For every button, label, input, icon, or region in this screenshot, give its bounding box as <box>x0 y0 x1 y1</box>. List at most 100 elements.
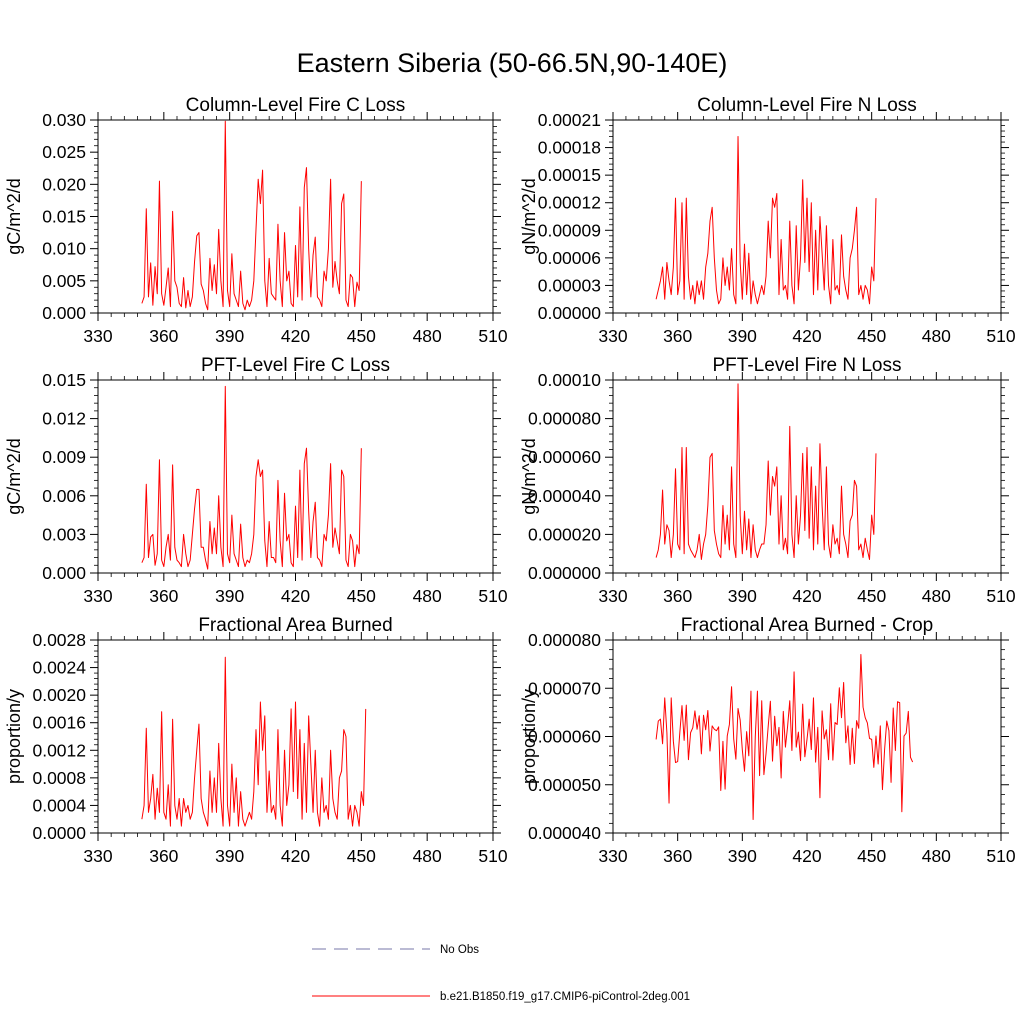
panel-column-level-fire-c-loss-ytick-label-4: 0.020 <box>42 174 86 194</box>
panel-fractional-area-burned-crop-ytick-label-1: 0.000050 <box>528 775 601 795</box>
panel-fractional-area-burned-title: Fractional Area Burned <box>198 615 392 636</box>
panel-pft-level-fire-n-loss-title: PFT-Level Fire N Loss <box>713 355 902 376</box>
panel-pft-level-fire-n-loss-ytick-label-1: 0.000020 <box>528 524 601 544</box>
panel-fractional-area-burned: Fractional Area Burned proportion/y 330 360… <box>4 615 508 866</box>
panel-pft-level-fire-n-loss-ytick-label-0: 0.000000 <box>528 563 601 583</box>
panel-pft-level-fire-n-loss-xtick-label-510: 510 <box>986 586 1015 606</box>
panel-column-level-fire-n-loss-ytick-label-6: 0.00018 <box>538 138 601 158</box>
panel-pft-level-fire-c-loss-xtick-label-510: 510 <box>478 586 507 606</box>
panel-pft-level-fire-c-loss-xtick-label-450: 450 <box>347 586 376 606</box>
panel-fractional-area-burned-crop-xtick-label-420: 420 <box>792 846 821 866</box>
panel-pft-level-fire-n-loss-ytick-label-2: 0.000040 <box>528 486 601 506</box>
panel-column-level-fire-n-loss-ytick-label-7: 0.00021 <box>538 110 601 130</box>
panel-fractional-area-burned-crop-xtick-label-330: 330 <box>598 846 627 866</box>
panel-column-level-fire-n-loss-xtick-label-330: 330 <box>598 326 627 346</box>
panel-column-level-fire-n-loss-xtick-label-420: 420 <box>792 326 821 346</box>
panel-pft-level-fire-n-loss-xtick-label-360: 360 <box>663 586 692 606</box>
panel-fractional-area-burned-crop-ytick-label-0: 0.000040 <box>528 823 601 843</box>
panel-pft-level-fire-n-loss-xtick-label-420: 420 <box>792 586 821 606</box>
panel-column-level-fire-c-loss-xtick-label-480: 480 <box>413 326 442 346</box>
panel-pft-level-fire-n-loss-ytick-label-3: 0.000060 <box>528 447 601 467</box>
panel-column-level-fire-n-loss-ytick-label-4: 0.00012 <box>538 193 601 213</box>
legend-no-obs-label: No Obs <box>440 944 479 956</box>
panel-pft-level-fire-c-loss-xtick-label-390: 390 <box>215 586 244 606</box>
panel-fractional-area-burned-crop-ytick-label-2: 0.000060 <box>528 727 601 747</box>
panel-fractional-area-burned-ylabel: proportion/y <box>4 689 24 784</box>
panel-column-level-fire-c-loss-ytick-label-1: 0.005 <box>42 271 86 291</box>
panel-fractional-area-burned-xtick-label-480: 480 <box>413 846 442 866</box>
panel-pft-level-fire-c-loss-ytick-label-5: 0.015 <box>42 370 86 390</box>
panel-fractional-area-burned-crop-ytick-label-4: 0.000080 <box>528 630 601 650</box>
panel-column-level-fire-c-loss: Column-Level Fire C Loss gC/m^2/d 330 360 39… <box>4 95 508 346</box>
panel-column-level-fire-c-loss-xtick-label-330: 330 <box>83 326 112 346</box>
panel-pft-level-fire-c-loss-xtick-label-480: 480 <box>413 586 442 606</box>
panel-fractional-area-burned-crop-xtick-label-480: 480 <box>922 846 951 866</box>
panel-column-level-fire-n-loss-xtick-label-390: 390 <box>728 326 757 346</box>
panel-column-level-fire-n-loss-title: Column-Level Fire N Loss <box>697 95 917 116</box>
panel-fractional-area-burned-crop-xtick-label-450: 450 <box>857 846 886 866</box>
panel-pft-level-fire-c-loss: PFT-Level Fire C Loss gC/m^2/d 330 360 390 42… <box>4 355 508 606</box>
panel-fractional-area-burned-crop-ylabel: proportion/y <box>519 689 539 784</box>
panel-pft-level-fire-n-loss: PFT-Level Fire N Loss gN/m^2/d 330 360 390 42… <box>519 355 1016 606</box>
panel-fractional-area-burned-series-line <box>141 656 367 827</box>
panel-fractional-area-burned-ytick-label-6: 0.0024 <box>32 658 86 678</box>
panel-pft-level-fire-c-loss-xtick-label-360: 360 <box>149 586 178 606</box>
panel-fractional-area-burned-ytick-label-0: 0.0000 <box>32 823 86 843</box>
panel-column-level-fire-n-loss-ytick-label-2: 0.00006 <box>538 248 601 268</box>
panel-column-level-fire-c-loss-series-line <box>141 120 362 311</box>
panel-pft-level-fire-c-loss-ytick-label-3: 0.009 <box>42 447 86 467</box>
panel-pft-level-fire-n-loss-xtick-label-480: 480 <box>922 586 951 606</box>
panel-column-level-fire-c-loss-xtick-label-420: 420 <box>281 326 310 346</box>
panel-fractional-area-burned-ytick-label-2: 0.0008 <box>32 768 86 788</box>
panel-pft-level-fire-n-loss-series-line <box>655 383 877 560</box>
panel-column-level-fire-n-loss-ylabel: gN/m^2/d <box>519 178 539 254</box>
figure-title: Eastern Siberia (50-66.5N,90-140E) <box>297 48 728 78</box>
panel-column-level-fire-c-loss-ytick-label-3: 0.015 <box>42 207 86 227</box>
panel-fractional-area-burned-crop-xtick-label-360: 360 <box>663 846 692 866</box>
panel-pft-level-fire-n-loss-ytick-label-4: 0.000080 <box>528 409 601 429</box>
panel-column-level-fire-n-loss-xtick-label-480: 480 <box>922 326 951 346</box>
panel-pft-level-fire-n-loss-ytick-label-5: 0.00010 <box>538 370 602 390</box>
panel-fractional-area-burned-ytick-label-4: 0.0016 <box>32 713 86 733</box>
panel-column-level-fire-c-loss-xtick-label-390: 390 <box>215 326 244 346</box>
panel-column-level-fire-n-loss-xtick-label-360: 360 <box>663 326 692 346</box>
panel-pft-level-fire-c-loss-ytick-label-0: 0.000 <box>42 563 86 583</box>
panel-column-level-fire-c-loss-ytick-label-0: 0.000 <box>42 303 86 323</box>
panel-pft-level-fire-n-loss-xtick-label-330: 330 <box>598 586 627 606</box>
panel-column-level-fire-n-loss-ytick-label-0: 0.00000 <box>538 303 602 323</box>
panel-fractional-area-burned-crop: Fractional Area Burned - Crop proportion/… <box>519 615 1016 866</box>
panel-column-level-fire-n-loss: Column-Level Fire N Loss gN/m^2/d 330 360 39… <box>519 95 1016 346</box>
panel-column-level-fire-c-loss-ytick-label-6: 0.030 <box>42 110 86 130</box>
panel-fractional-area-burned-xtick-label-420: 420 <box>281 846 310 866</box>
legend-model-label: b.e21.B1850.f19_g17.CMIP6-piControl-2deg… <box>440 991 690 1003</box>
panel-pft-level-fire-c-loss-ylabel: gC/m^2/d <box>4 438 24 514</box>
panel-pft-level-fire-n-loss-ylabel: gN/m^2/d <box>519 438 539 514</box>
panel-column-level-fire-c-loss-xtick-label-450: 450 <box>347 326 376 346</box>
panel-column-level-fire-n-loss-xtick-label-510: 510 <box>986 326 1015 346</box>
panel-fractional-area-burned-ytick-label-7: 0.0028 <box>32 630 86 650</box>
panel-fractional-area-burned-xtick-label-390: 390 <box>215 846 244 866</box>
panel-pft-level-fire-c-loss-xtick-label-330: 330 <box>83 586 112 606</box>
panel-fractional-area-burned-xtick-label-330: 330 <box>83 846 112 866</box>
panel-pft-level-fire-c-loss-xtick-label-420: 420 <box>281 586 310 606</box>
panel-fractional-area-burned-ytick-label-1: 0.0004 <box>32 795 86 815</box>
panel-fractional-area-burned-crop-xtick-label-510: 510 <box>986 846 1015 866</box>
panel-column-level-fire-c-loss-ytick-label-2: 0.010 <box>42 239 86 259</box>
panel-column-level-fire-n-loss-ytick-label-3: 0.00009 <box>538 220 601 240</box>
panel-pft-level-fire-c-loss-ytick-label-2: 0.006 <box>42 486 86 506</box>
panel-fractional-area-burned-ytick-label-3: 0.0012 <box>32 740 86 760</box>
panel-pft-level-fire-n-loss-xtick-label-450: 450 <box>857 586 886 606</box>
panel-column-level-fire-n-loss-xtick-label-450: 450 <box>857 326 886 346</box>
legend: No Obs b.e21.B1850.f19_g17.CMIP6-piContr… <box>312 944 690 1003</box>
panel-column-level-fire-n-loss-ytick-label-1: 0.00003 <box>538 275 601 295</box>
panel-fractional-area-burned-xtick-label-510: 510 <box>478 846 507 866</box>
panel-pft-level-fire-n-loss-xtick-label-390: 390 <box>728 586 757 606</box>
panel-column-level-fire-c-loss-ylabel: gC/m^2/d <box>4 178 24 254</box>
panels: Column-Level Fire C Loss gC/m^2/d 330 360 39… <box>4 95 1016 866</box>
panel-fractional-area-burned-crop-series-line <box>655 653 914 820</box>
panel-fractional-area-burned-crop-xtick-label-390: 390 <box>728 846 757 866</box>
panel-column-level-fire-c-loss-xtick-label-360: 360 <box>149 326 178 346</box>
panel-fractional-area-burned-crop-ytick-label-3: 0.000070 <box>528 678 601 698</box>
